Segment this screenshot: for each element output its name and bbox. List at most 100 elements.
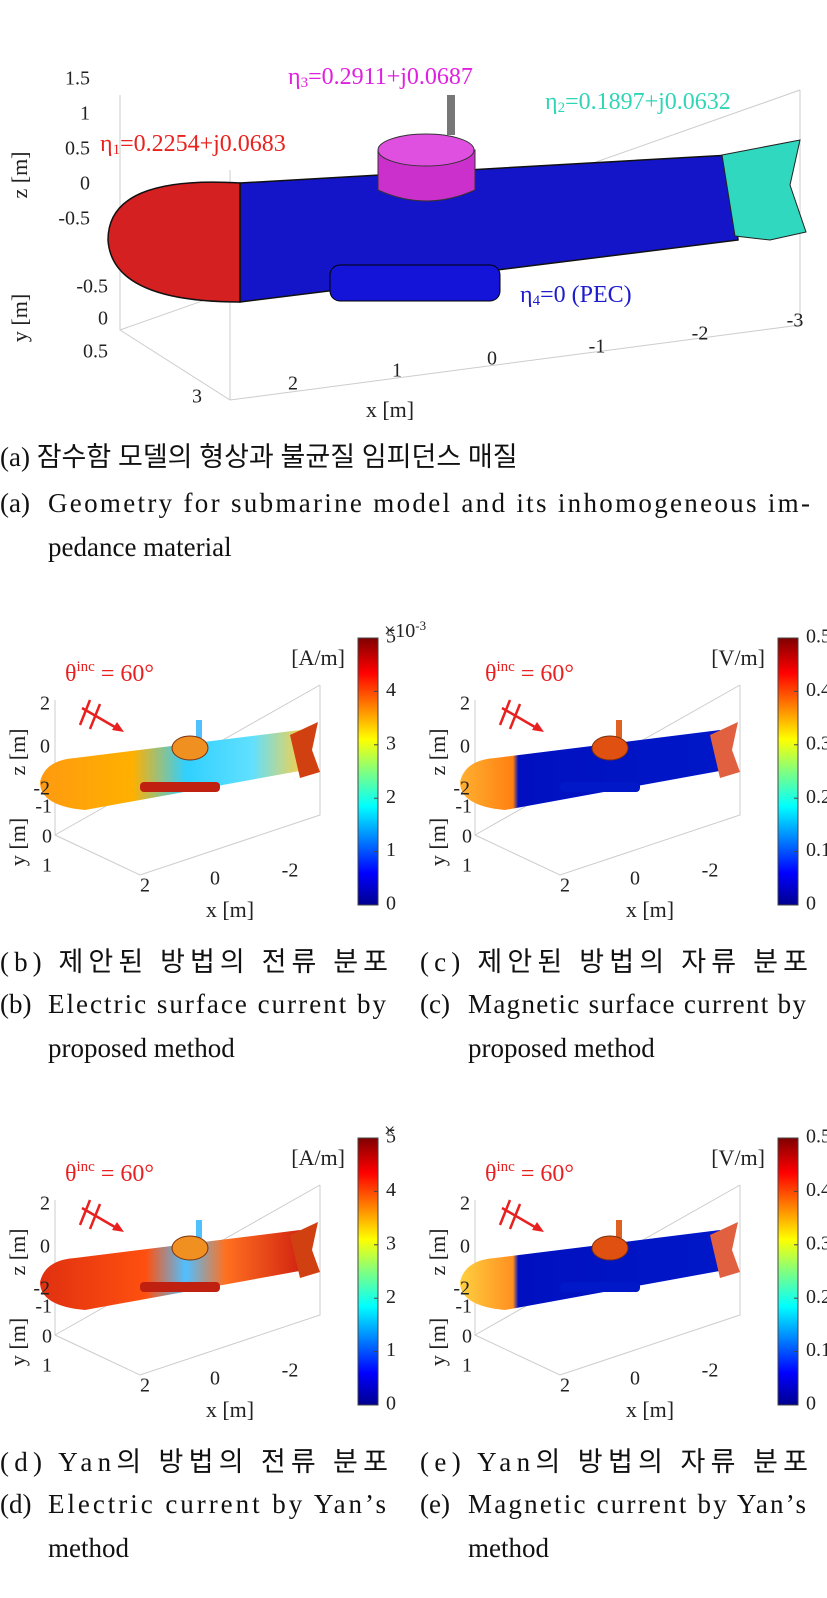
hull — [460, 730, 725, 810]
caption-ko: (e) Yan의 방법의 자류 분포 — [420, 1447, 808, 1477]
z-tick-label: 1.5 — [65, 68, 90, 90]
symbol: η — [520, 282, 533, 308]
superscript: inc — [77, 659, 96, 675]
colorbar-tick-label: 2 — [386, 786, 396, 808]
caption-en: pedance material — [48, 532, 232, 562]
caption-label: (a) — [0, 488, 30, 518]
y-axis-label: y [m] — [425, 818, 450, 866]
z-tick-label: 0.5 — [65, 138, 90, 160]
x-tick-label: 2 — [560, 875, 570, 897]
y-tick-label: -0.5 — [76, 276, 108, 298]
x-tick-label: 0 — [210, 868, 220, 890]
x-tick-label: 2 — [140, 875, 150, 897]
y-tick-label: 0 — [98, 308, 108, 330]
y-tick-label: -1 — [35, 796, 52, 818]
y-tick-label: 1 — [462, 855, 472, 877]
subscript: 4 — [533, 293, 541, 309]
z-tick-label: 0 — [460, 1236, 470, 1258]
colorbar-tick-label: 0 — [806, 1393, 816, 1415]
superscript: -3 — [415, 618, 426, 633]
x-axis-label: x [m] — [206, 1397, 254, 1422]
incidence-arrow — [498, 1199, 541, 1232]
colorbar-tick-label: 0.2 — [806, 1286, 827, 1308]
mast — [447, 95, 455, 135]
x-tick-label: -3 — [787, 310, 804, 332]
value: = 60° — [95, 661, 154, 687]
z-axis-label: z [m] — [5, 1228, 30, 1275]
colorbar-tick-label: 0.1 — [806, 1339, 827, 1361]
keel — [329, 264, 501, 302]
z-tick-label: -2 — [453, 778, 470, 800]
z-tick-label: -0.5 — [58, 208, 90, 230]
keel — [560, 1282, 640, 1292]
subscript: 3 — [301, 75, 309, 91]
panel: θinc = 60°[V/m]0.50.40.30.20.1020-2-1012… — [420, 1126, 827, 1564]
z-tick-label: 0 — [40, 736, 50, 758]
tail — [710, 1222, 740, 1278]
y-axis-label: y [m] — [7, 294, 32, 342]
x-axis-label: x [m] — [206, 897, 254, 922]
symbol: η — [288, 64, 301, 90]
incidence-label: θinc = 60° — [485, 1159, 574, 1186]
caption-label: (b) — [0, 989, 31, 1019]
z-tick-label: 2 — [460, 693, 470, 715]
unit-label: [A/m] — [291, 1145, 345, 1170]
caption-en: Geometry for submarine model and its inh… — [48, 488, 810, 518]
base: ×10 — [384, 620, 415, 642]
y-tick-label: -1 — [455, 796, 472, 818]
caption-en: Magnetic current by Yan’s — [468, 1489, 806, 1519]
z-tick-label: 0 — [80, 173, 90, 195]
panel: θinc = 60°[V/m]0.50.40.30.20.1020-2-1012… — [420, 626, 827, 1064]
z-tick-label: -2 — [33, 1278, 50, 1300]
colorbar-tick-label: 3 — [386, 1232, 396, 1254]
y-tick-label: 0 — [462, 1326, 472, 1348]
base: × — [384, 1120, 395, 1142]
z-tick-label: -2 — [33, 778, 50, 800]
caption-en: proposed method — [468, 1033, 655, 1063]
colorbar-tick-label: 1 — [386, 1339, 396, 1361]
value: = 60° — [95, 1161, 154, 1187]
symbol: θ — [485, 661, 497, 687]
caption-en: method — [48, 1533, 129, 1563]
y-tick-label: 0.5 — [83, 341, 108, 363]
tail — [721, 139, 807, 241]
colorbar-tick-label: 1 — [386, 839, 396, 861]
sail — [591, 1235, 629, 1261]
superscript: inc — [497, 659, 516, 675]
value: = 60° — [515, 661, 574, 687]
colorbar-tick-label: 0.2 — [806, 786, 827, 808]
arrow-head — [532, 722, 544, 732]
caption-en: Electric surface current by — [48, 989, 387, 1019]
incidence-arrow — [78, 1199, 121, 1232]
x-tick-label: -2 — [702, 860, 719, 882]
caption-en: Electric current by Yan’s — [48, 1489, 386, 1519]
caption-ko: (a) 잠수함 모델의 형상과 불균질 임피던스 매질 — [0, 442, 518, 472]
keel — [140, 782, 220, 792]
x-tick-label: -1 — [589, 336, 606, 358]
sail — [171, 735, 209, 761]
tail — [290, 1222, 320, 1278]
colorbar-tick-label: 0.4 — [806, 1179, 827, 1201]
colorbar-tick-label: 0 — [386, 893, 396, 915]
sail — [171, 1235, 209, 1261]
colorbar-tick-label: 5 — [386, 626, 396, 648]
tail — [710, 722, 740, 778]
superscript: inc — [77, 1159, 96, 1175]
y-tick-label: -1 — [35, 1296, 52, 1318]
sail — [591, 735, 629, 761]
x-tick-label: 3 — [192, 386, 202, 408]
z-tick-label: 0 — [40, 1236, 50, 1258]
x-tick-label: 0 — [487, 348, 497, 370]
z-axis-label: z [m] — [425, 1228, 450, 1275]
incidence-label: θinc = 60° — [65, 659, 154, 686]
z-tick-label: 1 — [80, 103, 90, 125]
incidence-label: θinc = 60° — [485, 659, 574, 686]
x-tick-label: -2 — [282, 860, 299, 882]
caption-label: (c) — [420, 989, 450, 1019]
x-tick-label: -2 — [692, 323, 709, 345]
tail — [290, 722, 320, 778]
z-tick-label: 2 — [40, 1193, 50, 1215]
mast — [196, 1220, 202, 1238]
